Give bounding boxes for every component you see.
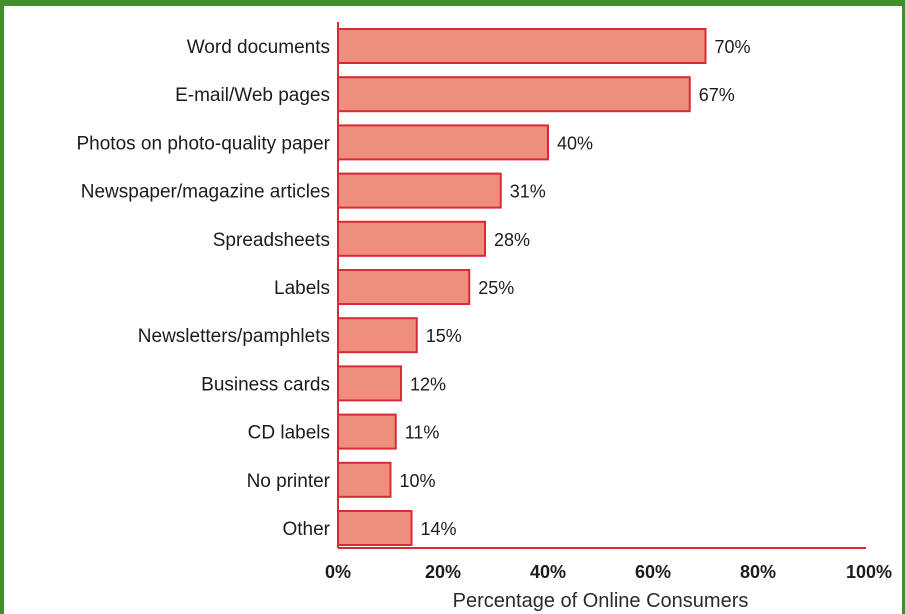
value-label-photos-on-photo-quality-paper: 40% (557, 133, 593, 153)
value-label-spreadsheets: 28% (494, 230, 530, 250)
value-label-cd-labels: 11% (405, 423, 440, 443)
category-label-business-cards: Business cards (201, 374, 330, 395)
value-label-newsletters-pamphlets: 15% (426, 326, 462, 346)
x-tick-80: 80% (740, 562, 776, 582)
x-tick-100: 100% (846, 562, 892, 582)
value-label-business-cards: 12% (410, 374, 446, 394)
value-label-labels: 25% (478, 278, 514, 298)
value-label-word-documents: 70% (715, 37, 751, 57)
bar-newspaper-magazine-articles (337, 172, 502, 209)
x-axis-label: Percentage of Online Consumers (453, 590, 749, 612)
bar-labels (337, 269, 471, 305)
x-tick-40: 40% (530, 562, 566, 582)
x-tick-labels: 0% 20% 40% 60% 80% 100% (325, 562, 892, 582)
category-label-e-mail-web-pages: E-mail/Web pages (175, 85, 330, 106)
category-label-photos-on-photo-quality-paper: Photos on photo-quality paper (76, 133, 330, 154)
value-label-other: 14% (421, 519, 457, 539)
category-label-newsletters-pamphlets: Newsletters/pamphlets (138, 326, 330, 347)
value-label-newspaper-magazine-articles: 31% (510, 182, 546, 202)
value-label-e-mail-web-pages: 67% (699, 85, 735, 105)
category-label-newspaper-magazine-articles: Newspaper/magazine articles (81, 182, 330, 203)
bar-no-printer (337, 461, 392, 498)
category-label-no-printer: No printer (247, 471, 331, 492)
bar-word-documents (337, 28, 707, 64)
category-label-labels: Labels (274, 278, 330, 299)
category-labels: Word documents E-mail/Web pages Photos on … (76, 37, 330, 540)
category-label-other: Other (282, 519, 330, 540)
category-label-spreadsheets: Spreadsheets (213, 230, 330, 251)
bar-spreadsheets (337, 220, 486, 257)
bar-e-mail-web-pages (337, 76, 691, 113)
bar-photos-on-photo-quality-paper (337, 124, 549, 161)
category-label-word-documents: Word documents (187, 37, 330, 58)
x-tick-20: 20% (425, 562, 461, 582)
bar-business-cards (337, 365, 402, 402)
x-tick-0: 0% (325, 562, 351, 582)
bar-cd-labels (337, 413, 397, 450)
category-label-cd-labels: CD labels (248, 423, 330, 444)
x-tick-60: 60% (635, 562, 671, 582)
value-label-no-printer: 10% (400, 471, 436, 491)
value-labels: 70% 67% 40% 31% 28% 25% 15% 12% 11% 10% 14% (400, 37, 751, 539)
bars-group (337, 28, 707, 546)
bar-other (337, 510, 413, 546)
bar-newsletters-pamphlets (337, 317, 418, 354)
